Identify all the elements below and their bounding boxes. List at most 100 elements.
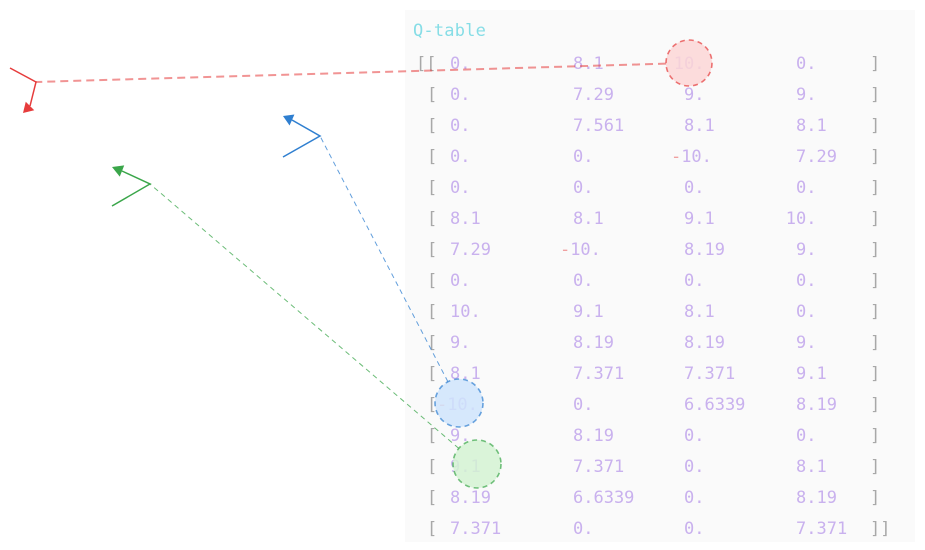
qtable-cell: 0. xyxy=(450,116,471,136)
row-close-bracket: ] xyxy=(870,426,881,446)
qtable-cell: 7.371 xyxy=(450,519,502,539)
qtable-title: Q-table xyxy=(413,21,487,41)
qtable-cell: 7.29 xyxy=(796,147,837,167)
row-close-bracket: ] xyxy=(870,209,881,229)
qtable-cell: 7.371 xyxy=(573,457,625,477)
row-open-bracket: [ xyxy=(427,364,438,384)
red-leader-line xyxy=(35,62,667,83)
qtable-cell: 7.29 xyxy=(573,85,614,105)
row-close-bracket: ] xyxy=(870,116,881,136)
qtable-cell: 0. xyxy=(573,271,594,291)
row-close-bracket: ] xyxy=(870,240,881,260)
qtable-cell: 0. xyxy=(573,519,594,539)
row-open-bracket: [[ xyxy=(416,54,437,74)
qtable-cell: 0. xyxy=(796,271,817,291)
qtable-cell: 0. xyxy=(684,426,705,446)
red-highlight-circle xyxy=(665,39,713,87)
row-open-bracket: [ xyxy=(427,85,438,105)
qtable-cell: 0. xyxy=(450,85,471,105)
row-close-bracket: ] xyxy=(870,364,881,384)
qtable-cell: 8.1 xyxy=(684,302,715,322)
red-arrow-icon xyxy=(23,101,35,113)
row-open-bracket: [ xyxy=(427,426,438,446)
row-open-bracket: [ xyxy=(427,302,438,322)
qtable-cell: 9. xyxy=(796,240,817,260)
qtable-cell: 8.1 xyxy=(796,457,827,477)
row-open-bracket: [ xyxy=(427,395,438,415)
qtable-cell: 7.371 xyxy=(684,364,736,384)
minus-sign: - xyxy=(560,240,571,260)
green-cursor-arm xyxy=(111,170,152,207)
qtable-cell: 10. xyxy=(570,240,601,260)
qtable-cell: 8.19 xyxy=(796,488,837,508)
qtable-cell: 0. xyxy=(684,488,705,508)
blue-arrow-icon xyxy=(283,114,295,126)
qtable-cell: 9.1 xyxy=(796,364,827,384)
qtable-cell: 0. xyxy=(450,271,471,291)
row-open-bracket: [ xyxy=(427,457,438,477)
qtable-cell: 8.19 xyxy=(573,333,614,353)
row-close-bracket: ] xyxy=(870,488,881,508)
row-open-bracket: [ xyxy=(427,116,438,136)
qtable-cell: 8.19 xyxy=(684,333,725,353)
minus-sign: - xyxy=(671,147,682,167)
qtable-cell: 10. xyxy=(785,209,817,229)
qtable-cell: 9. xyxy=(450,333,471,353)
qtable-cell: 0. xyxy=(684,271,705,291)
green-leader-line xyxy=(149,183,460,449)
qtable-cell: 9. xyxy=(450,426,471,446)
qtable-cell: 9. xyxy=(684,85,705,105)
row-close-bracket: ]] xyxy=(870,519,891,539)
row-close-bracket: ] xyxy=(870,54,881,74)
qtable-cell: 8.1 xyxy=(573,209,604,229)
row-open-bracket: [ xyxy=(427,488,438,508)
qtable-cell: 0. xyxy=(573,395,594,415)
qtable-cell: 0. xyxy=(684,178,705,198)
row-close-bracket: ] xyxy=(870,85,881,105)
qtable-cell: 9. xyxy=(796,85,817,105)
row-open-bracket: [ xyxy=(427,519,438,539)
green-highlight-circle xyxy=(452,439,502,489)
qtable-cell: 0. xyxy=(796,302,817,322)
qtable-cell: 8.1 xyxy=(796,116,827,136)
green-arrow-icon xyxy=(112,165,125,177)
row-close-bracket: ] xyxy=(870,147,881,167)
qtable-cell: 8.19 xyxy=(450,488,491,508)
qtable-cell: 8.19 xyxy=(684,240,725,260)
qtable-cell: 9.1 xyxy=(573,302,604,322)
row-close-bracket: ] xyxy=(870,302,881,322)
row-close-bracket: ] xyxy=(870,271,881,291)
qtable-cell: 0. xyxy=(450,178,471,198)
row-close-bracket: ] xyxy=(870,333,881,353)
row-open-bracket: [ xyxy=(427,147,438,167)
qtable-cell: 0. xyxy=(684,519,705,539)
qtable-cell: 7.371 xyxy=(796,519,848,539)
row-close-bracket: ] xyxy=(870,178,881,198)
red-cursor-arm xyxy=(9,67,37,107)
qtable-cell: 0. xyxy=(796,178,817,198)
qtable-cell: 0. xyxy=(573,147,594,167)
qtable-cell: 7.371 xyxy=(573,364,625,384)
qtable-cell: 0. xyxy=(796,54,817,74)
row-open-bracket: [ xyxy=(427,240,438,260)
row-close-bracket: ] xyxy=(870,457,881,477)
qtable-cell: 8.1 xyxy=(450,209,481,229)
blue-leader-line xyxy=(319,135,449,382)
row-open-bracket: [ xyxy=(427,271,438,291)
qtable-cell: 6.6339 xyxy=(684,395,746,415)
row-close-bracket: ] xyxy=(870,395,881,415)
qtable-cell: 0. xyxy=(573,178,594,198)
row-open-bracket: [ xyxy=(427,209,438,229)
qtable-cell: 8.1 xyxy=(573,54,604,74)
qtable-cell: 7.561 xyxy=(573,116,625,136)
qtable-cell: 10. xyxy=(450,302,481,322)
qtable-cell: 0. xyxy=(450,147,471,167)
blue-cursor-arm xyxy=(282,119,322,158)
qtable-cell: 8.19 xyxy=(573,426,614,446)
row-open-bracket: [ xyxy=(427,333,438,353)
row-open-bracket: [ xyxy=(427,178,438,198)
qtable-cell: 9.1 xyxy=(684,209,715,229)
qtable-cell: 0. xyxy=(796,426,817,446)
qtable-cell: 9. xyxy=(796,333,817,353)
